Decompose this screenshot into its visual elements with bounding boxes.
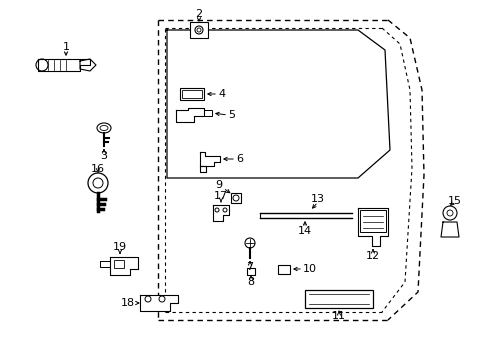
Polygon shape <box>38 59 90 71</box>
Bar <box>230 193 241 203</box>
Text: 11: 11 <box>331 311 346 321</box>
Bar <box>180 88 203 100</box>
Polygon shape <box>80 59 96 71</box>
Bar <box>190 22 207 38</box>
Text: 2: 2 <box>195 9 202 19</box>
Text: 9: 9 <box>215 180 222 190</box>
Polygon shape <box>200 166 205 172</box>
Ellipse shape <box>97 123 111 133</box>
Circle shape <box>244 238 254 248</box>
Text: 19: 19 <box>113 242 127 252</box>
Polygon shape <box>200 152 220 166</box>
Text: 4: 4 <box>218 89 224 99</box>
Polygon shape <box>357 208 387 246</box>
Polygon shape <box>176 108 203 122</box>
Circle shape <box>197 28 201 32</box>
Circle shape <box>232 195 239 201</box>
Text: 17: 17 <box>214 191 227 201</box>
Polygon shape <box>100 261 110 267</box>
Text: 10: 10 <box>303 264 316 274</box>
Circle shape <box>442 206 456 220</box>
Bar <box>114 260 124 268</box>
Bar <box>278 265 289 274</box>
Circle shape <box>223 208 226 212</box>
Circle shape <box>93 178 103 188</box>
Polygon shape <box>140 295 178 311</box>
Circle shape <box>145 296 151 302</box>
Circle shape <box>88 173 108 193</box>
Text: 3: 3 <box>101 151 107 161</box>
Bar <box>305 290 372 308</box>
Ellipse shape <box>100 126 108 131</box>
Polygon shape <box>440 222 458 237</box>
Bar <box>359 210 385 232</box>
Circle shape <box>446 210 452 216</box>
Circle shape <box>159 296 164 302</box>
Text: 7: 7 <box>246 262 253 272</box>
Text: 1: 1 <box>62 42 69 52</box>
Bar <box>182 90 202 98</box>
Bar <box>203 110 212 116</box>
Text: 16: 16 <box>91 164 105 174</box>
Text: 13: 13 <box>310 194 325 204</box>
Text: 12: 12 <box>365 251 379 261</box>
Circle shape <box>195 26 203 34</box>
Polygon shape <box>110 257 138 275</box>
Text: 14: 14 <box>297 226 311 236</box>
Text: 8: 8 <box>247 277 254 287</box>
Bar <box>246 268 254 275</box>
Text: 5: 5 <box>227 110 235 120</box>
Text: 18: 18 <box>121 298 135 308</box>
Polygon shape <box>213 205 228 221</box>
Text: 15: 15 <box>447 196 461 206</box>
Circle shape <box>215 208 219 212</box>
Circle shape <box>36 59 48 71</box>
Text: 6: 6 <box>236 154 243 164</box>
